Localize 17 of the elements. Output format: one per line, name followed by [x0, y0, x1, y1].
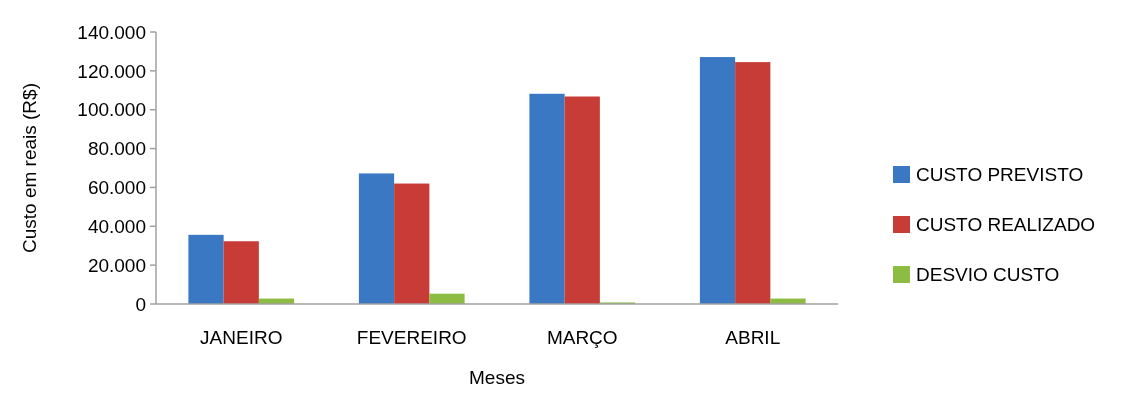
- legend-label: CUSTO PREVISTO: [916, 163, 1084, 185]
- y-axis-title: Custo em reais (R$): [19, 83, 40, 253]
- x-axis-title: Meses: [469, 367, 525, 388]
- x-tick-label: MARÇO: [546, 327, 618, 348]
- y-tick-label: 140.000: [77, 21, 146, 43]
- x-tick-label: ABRIL: [725, 327, 781, 348]
- y-tick-label: 0: [135, 293, 146, 315]
- y-tick-label: 80.000: [87, 138, 146, 160]
- x-tick-label: JANEIRO: [200, 327, 283, 348]
- y-tick-label: 100.000: [77, 99, 146, 121]
- x-tick-label: FEVEREIRO: [356, 327, 467, 348]
- y-tick-label: 20.000: [87, 254, 146, 276]
- legend-label: DESVIO CUSTO: [916, 263, 1060, 285]
- y-tick-label: 120.000: [77, 60, 146, 82]
- y-tick-label: 40.000: [87, 215, 146, 237]
- y-tick-label: 60.000: [87, 177, 146, 199]
- legend-label: CUSTO REALIZADO: [916, 213, 1096, 235]
